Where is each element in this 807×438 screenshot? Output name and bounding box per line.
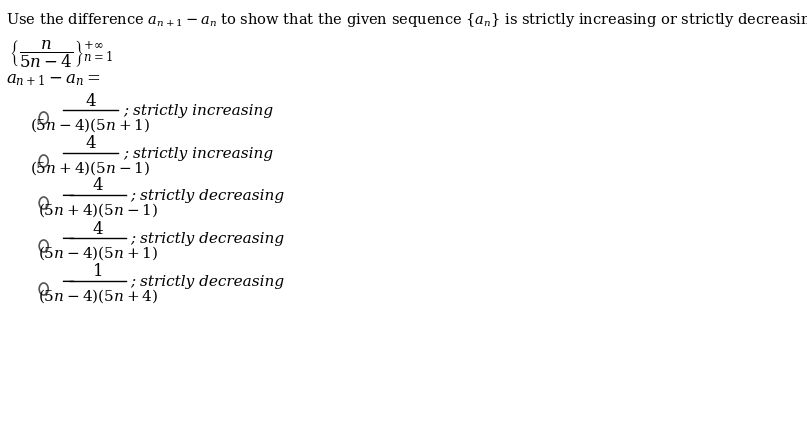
Text: $a_{n+1} - a_n =$: $a_{n+1} - a_n =$ xyxy=(6,71,101,88)
Text: −: − xyxy=(61,230,75,247)
Text: $\left\{\dfrac{n}{5n-4}\right\}_{n=1}^{+\infty}$: $\left\{\dfrac{n}{5n-4}\right\}_{n=1}^{+… xyxy=(9,39,113,70)
Text: −: − xyxy=(61,187,75,205)
Text: $(5n-4)(5n+1)$: $(5n-4)(5n+1)$ xyxy=(38,244,158,261)
Text: $(5n-4)(5n+4)$: $(5n-4)(5n+4)$ xyxy=(38,286,158,304)
Text: 1: 1 xyxy=(93,263,103,280)
Text: ; strictly increasing: ; strictly increasing xyxy=(123,104,273,118)
Text: 4: 4 xyxy=(93,220,103,237)
Text: $(5n+4)(5n-1)$: $(5n+4)(5n-1)$ xyxy=(31,159,150,177)
Text: 4: 4 xyxy=(85,92,96,109)
Text: $(5n-4)(5n+1)$: $(5n-4)(5n+1)$ xyxy=(31,116,150,134)
Text: ; strictly decreasing: ; strictly decreasing xyxy=(130,231,284,245)
Text: −: − xyxy=(61,272,75,290)
Text: Use the difference $a_{n+1} - a_n$ to show that the given sequence $\{a_n\}$ is : Use the difference $a_{n+1} - a_n$ to sh… xyxy=(6,11,807,29)
Text: ; strictly decreasing: ; strictly decreasing xyxy=(130,189,284,202)
Text: 4: 4 xyxy=(85,135,96,152)
Text: $(5n+4)(5n-1)$: $(5n+4)(5n-1)$ xyxy=(38,201,158,219)
Text: 4: 4 xyxy=(93,177,103,194)
Text: ; strictly decreasing: ; strictly decreasing xyxy=(130,274,284,288)
Text: ; strictly increasing: ; strictly increasing xyxy=(123,147,273,161)
